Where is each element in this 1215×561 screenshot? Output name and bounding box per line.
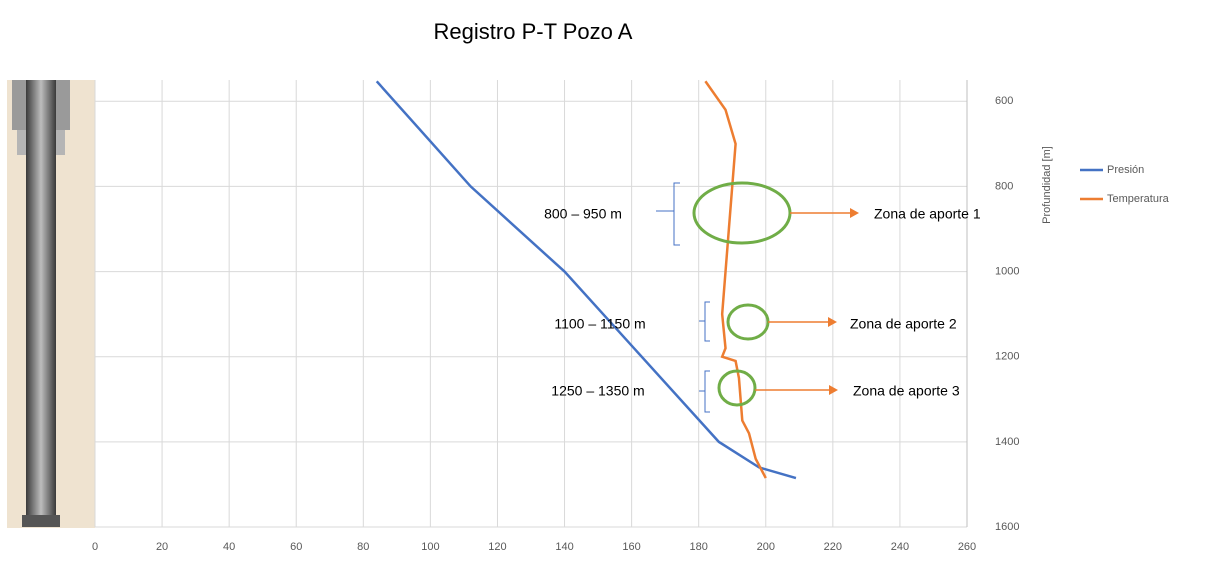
zone-ellipse	[717, 369, 757, 407]
x-tick-label: 0	[92, 541, 98, 553]
y-tick-label: 1000	[995, 265, 1019, 277]
y-axis-title: Profundidad [m]	[1041, 146, 1053, 224]
series-line	[375, 80, 797, 480]
annotation: 1250 – 1350 m	[551, 383, 644, 399]
x-tick-label: 140	[555, 541, 573, 553]
x-tick-label: 80	[357, 541, 369, 553]
x-tick-label: 200	[757, 541, 775, 553]
y-tick-label: 1600	[995, 521, 1019, 533]
y-tick-label: 600	[995, 95, 1013, 107]
bracket	[699, 370, 710, 413]
y-tick-label: 800	[995, 180, 1013, 192]
annotation: 800 – 950 m	[544, 206, 622, 222]
arrow-head	[829, 385, 838, 395]
x-tick-label: 240	[891, 541, 909, 553]
annotation: Zona de aporte 2	[850, 316, 957, 332]
legend-label: Temperatura	[1107, 193, 1170, 205]
x-tick-label: 40	[223, 541, 235, 553]
annotation: Zona de aporte 3	[853, 383, 960, 399]
x-tick-label: 20	[156, 541, 168, 553]
x-tick-label: 160	[622, 541, 640, 553]
plot-area	[94, 80, 968, 528]
chart-title: Registro P-T Pozo A	[434, 19, 633, 44]
x-tick-label: 60	[290, 541, 302, 553]
wellbore	[7, 80, 95, 528]
arrow-head	[850, 208, 859, 218]
x-tick-label: 100	[421, 541, 439, 553]
zone-ellipse	[692, 181, 792, 245]
x-tick-label: 260	[958, 541, 976, 553]
annotations	[656, 181, 859, 413]
arrow-head	[828, 317, 837, 327]
zone-ellipse	[726, 303, 770, 341]
y-tick-label: 1400	[995, 436, 1019, 448]
x-tick-label: 120	[488, 541, 506, 553]
y-tick-label: 1200	[995, 351, 1019, 363]
legend-label: Presión	[1107, 164, 1144, 176]
x-tick-label: 180	[690, 541, 708, 553]
annotation: Zona de aporte 1	[874, 206, 981, 222]
annotation: 1100 – 1150 m	[554, 316, 645, 332]
bracket	[666, 182, 680, 246]
series-line	[704, 80, 767, 479]
bracket	[699, 301, 710, 342]
x-tick-label: 220	[824, 541, 842, 553]
